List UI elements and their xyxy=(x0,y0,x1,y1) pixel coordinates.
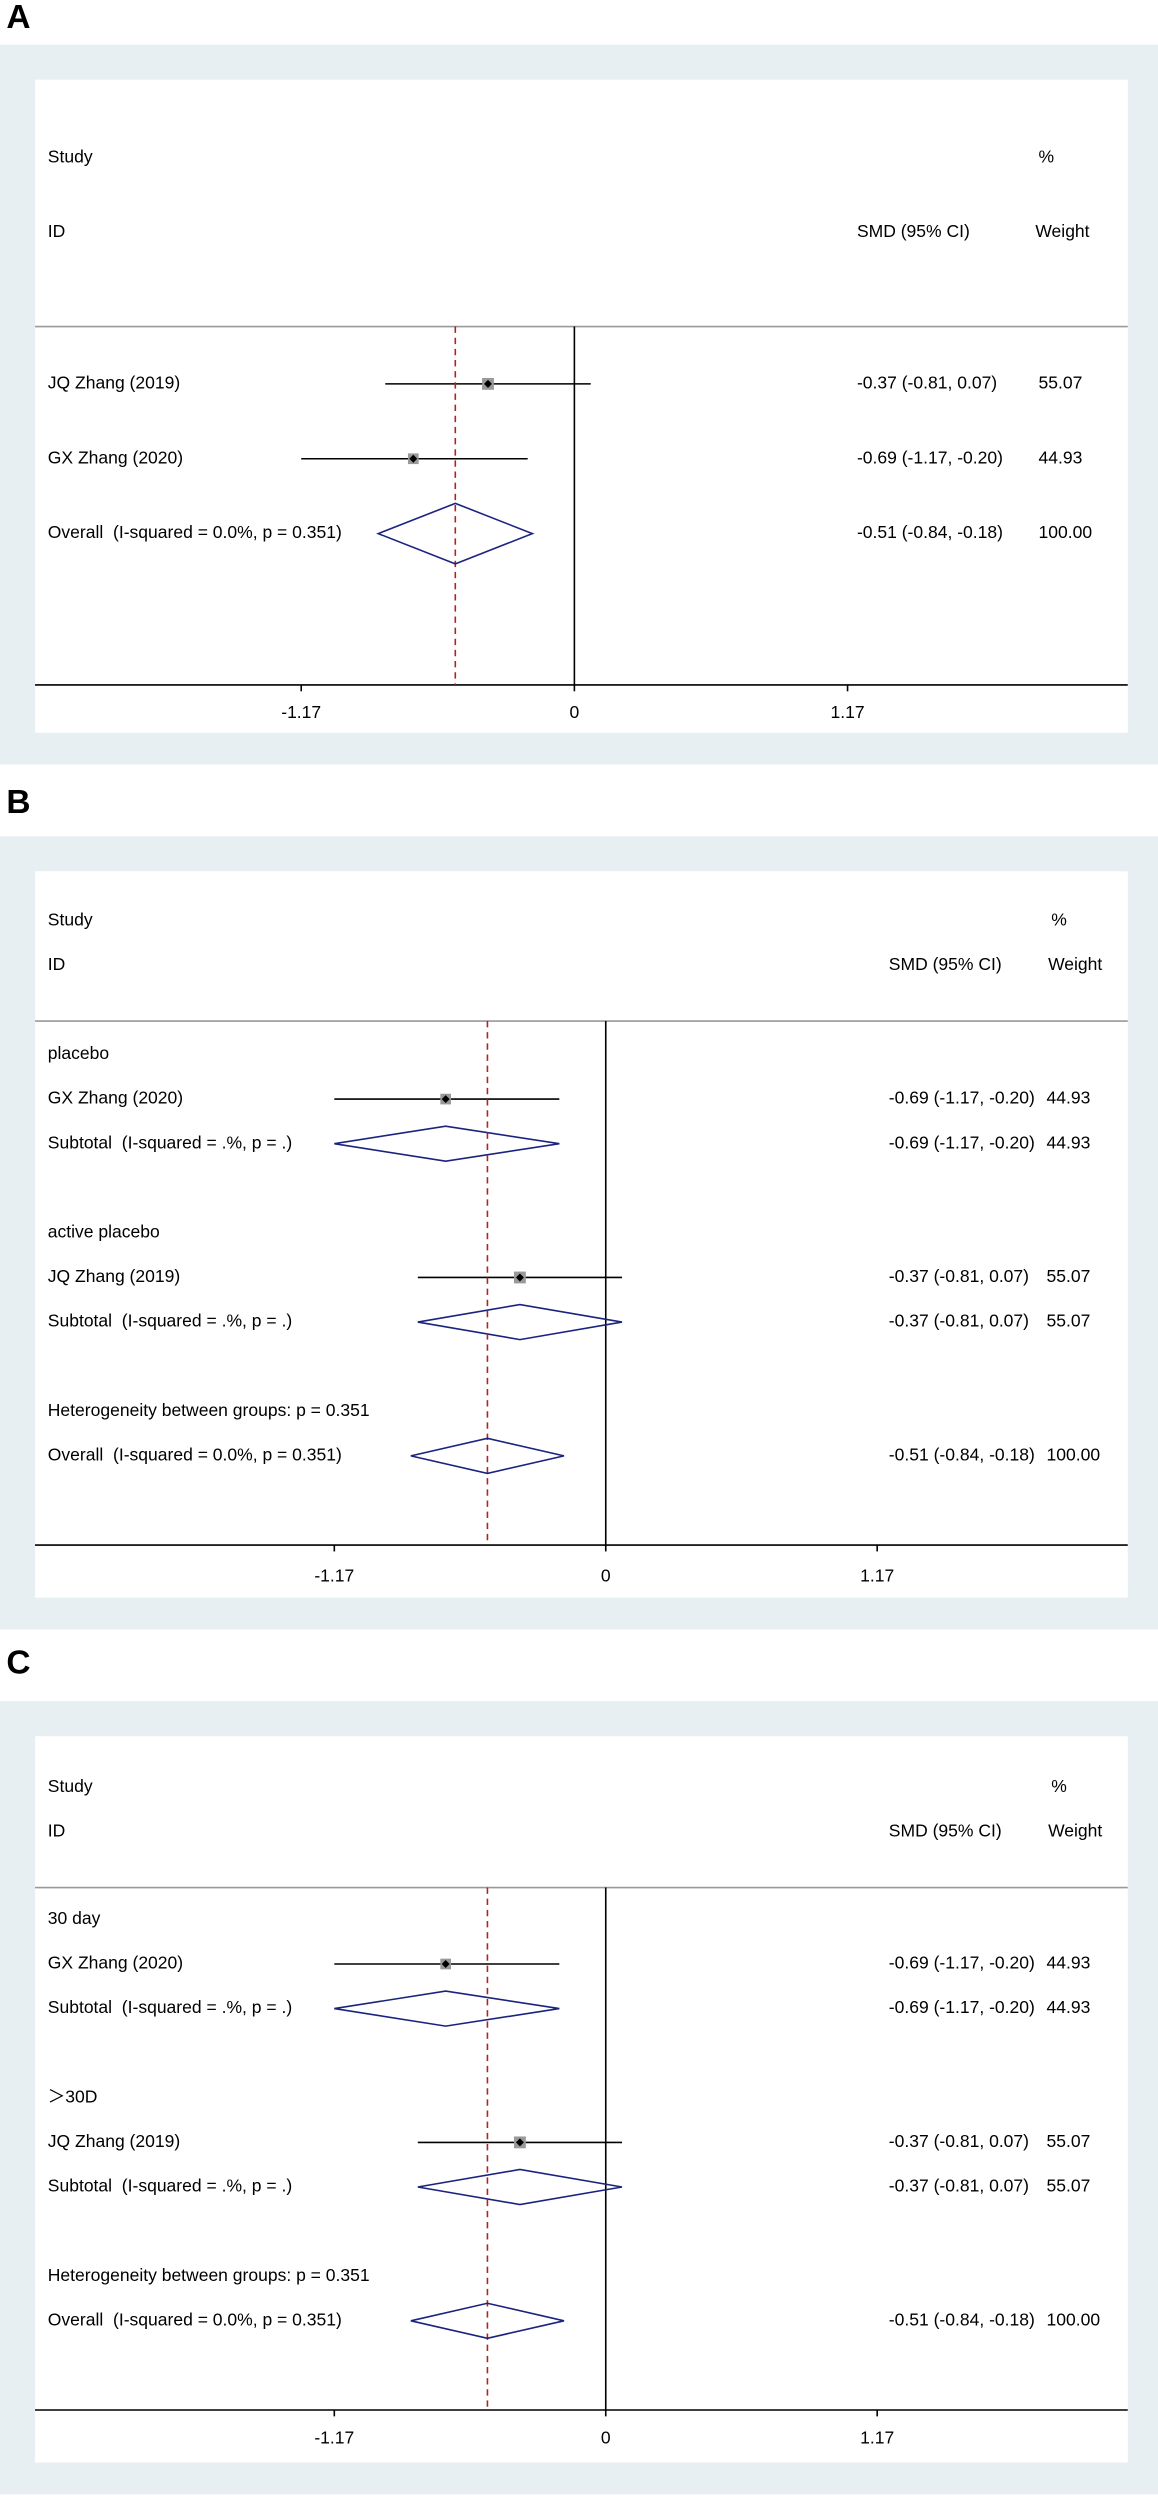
weight-label: 44.93 xyxy=(1047,1132,1091,1152)
row-label: Heterogeneity between groups: p = 0.351 xyxy=(48,2265,370,2285)
header-study: Study xyxy=(48,146,93,166)
x-tick-label: -1.17 xyxy=(314,1566,354,1586)
pooled-diamond xyxy=(417,1303,623,1341)
weight-label: 100.00 xyxy=(1039,522,1093,542)
header-weight: Weight xyxy=(1048,1820,1102,1840)
pooled-diamond xyxy=(376,502,535,565)
x-tick-label: 1.17 xyxy=(860,2427,894,2447)
point-estimate xyxy=(409,454,418,463)
weight-label: 55.07 xyxy=(1047,1311,1091,1331)
header-effect: SMD (95% CI) xyxy=(889,1820,1002,1840)
header-effect: SMD (95% CI) xyxy=(857,221,970,241)
ci-label: -0.37 (-0.81, 0.07) xyxy=(889,2176,1029,2196)
row-label: GX Zhang (2020) xyxy=(48,1953,183,1973)
point-estimate xyxy=(515,1273,524,1282)
panel-label: B xyxy=(6,784,30,821)
row-label: JQ Zhang (2019) xyxy=(48,1266,180,1286)
point-estimate xyxy=(484,379,492,388)
pooled-diamond xyxy=(410,1437,565,1475)
pooled-diamond xyxy=(334,1990,560,2027)
row-label: Overall (I-squared = 0.0%, p = 0.351) xyxy=(48,1445,342,1465)
row-label: Subtotal (I-squared = .%, p = .) xyxy=(48,1311,292,1331)
weight-label: 44.93 xyxy=(1047,1953,1091,1973)
point-estimate xyxy=(515,2138,524,2147)
weight-label: 44.93 xyxy=(1039,447,1083,467)
header-study: Study xyxy=(48,1776,93,1796)
x-tick-label: 1.17 xyxy=(860,1566,894,1586)
point-estimate xyxy=(441,1095,450,1104)
ci-label: -0.51 (-0.84, -0.18) xyxy=(889,2309,1035,2329)
row-label: Overall (I-squared = 0.0%, p = 0.351) xyxy=(48,2309,342,2329)
row-label: 30 day xyxy=(48,1908,101,1928)
header-weight-pct: % xyxy=(1039,146,1055,166)
header-study: Study xyxy=(48,909,93,929)
weight-label: 44.93 xyxy=(1047,1997,1091,2017)
header-id: ID xyxy=(48,221,66,241)
header-id: ID xyxy=(48,1820,66,1840)
row-label: Overall (I-squared = 0.0%, p = 0.351) xyxy=(48,522,342,542)
plot-background xyxy=(35,79,1128,733)
row-label: GX Zhang (2020) xyxy=(48,447,183,467)
header-weight-pct: % xyxy=(1051,909,1067,929)
x-tick-label: 0 xyxy=(601,1566,611,1586)
row-label: Subtotal (I-squared = .%, p = .) xyxy=(48,1132,292,1152)
x-tick-label: 0 xyxy=(601,2427,611,2447)
row-label: JQ Zhang (2019) xyxy=(48,2131,180,2151)
weight-label: 44.93 xyxy=(1047,1088,1091,1108)
row-label: GX Zhang (2020) xyxy=(48,1088,183,1108)
row-label: placebo xyxy=(48,1043,109,1063)
row-label: Subtotal (I-squared = .%, p = .) xyxy=(48,2176,292,2196)
panel-label: A xyxy=(6,0,30,36)
row-label: Heterogeneity between groups: p = 0.351 xyxy=(48,1400,370,1420)
pooled-diamond xyxy=(417,2168,623,2206)
ci-label: -0.69 (-1.17, -0.20) xyxy=(889,1953,1035,1973)
x-tick-label: -1.17 xyxy=(281,702,321,722)
x-tick-label: 0 xyxy=(570,702,580,722)
header-effect: SMD (95% CI) xyxy=(889,954,1002,974)
header-weight: Weight xyxy=(1048,954,1102,974)
row-label: Subtotal (I-squared = .%, p = .) xyxy=(48,1997,292,2017)
ci-label: -0.69 (-1.17, -0.20) xyxy=(857,447,1003,467)
header-id: ID xyxy=(48,954,66,974)
weight-label: 55.07 xyxy=(1047,1266,1091,1286)
panel-label: C xyxy=(6,1644,30,1681)
weight-label: 100.00 xyxy=(1047,2309,1101,2329)
weight-label: 55.07 xyxy=(1047,2131,1091,2151)
weight-label: 55.07 xyxy=(1047,2176,1091,2196)
ci-label: -0.51 (-0.84, -0.18) xyxy=(889,1445,1035,1465)
header-weight: Weight xyxy=(1035,221,1089,241)
row-label: JQ Zhang (2019) xyxy=(48,373,180,393)
header-weight-pct: % xyxy=(1051,1776,1067,1796)
ci-label: -0.69 (-1.17, -0.20) xyxy=(889,1132,1035,1152)
weight-label: 100.00 xyxy=(1047,1445,1101,1465)
ci-label: -0.37 (-0.81, 0.07) xyxy=(889,1311,1029,1331)
x-tick-label: 1.17 xyxy=(831,702,865,722)
ci-label: -0.37 (-0.81, 0.07) xyxy=(889,1266,1029,1286)
ci-label: -0.51 (-0.84, -0.18) xyxy=(857,522,1003,542)
pooled-diamond xyxy=(410,2302,565,2340)
ci-label: -0.69 (-1.17, -0.20) xyxy=(889,1088,1035,1108)
row-label: active placebo xyxy=(48,1222,160,1242)
point-estimate xyxy=(441,1960,450,1968)
pooled-diamond xyxy=(334,1125,560,1163)
weight-label: 55.07 xyxy=(1039,373,1083,393)
ci-label: -0.37 (-0.81, 0.07) xyxy=(857,373,997,393)
plot-background xyxy=(35,871,1128,1598)
x-tick-label: -1.17 xyxy=(314,2427,354,2447)
ci-label: -0.69 (-1.17, -0.20) xyxy=(889,1997,1035,2017)
row-label: ＞30D xyxy=(48,2086,98,2106)
ci-label: -0.37 (-0.81, 0.07) xyxy=(889,2131,1029,2151)
plot-background xyxy=(35,1736,1128,2463)
